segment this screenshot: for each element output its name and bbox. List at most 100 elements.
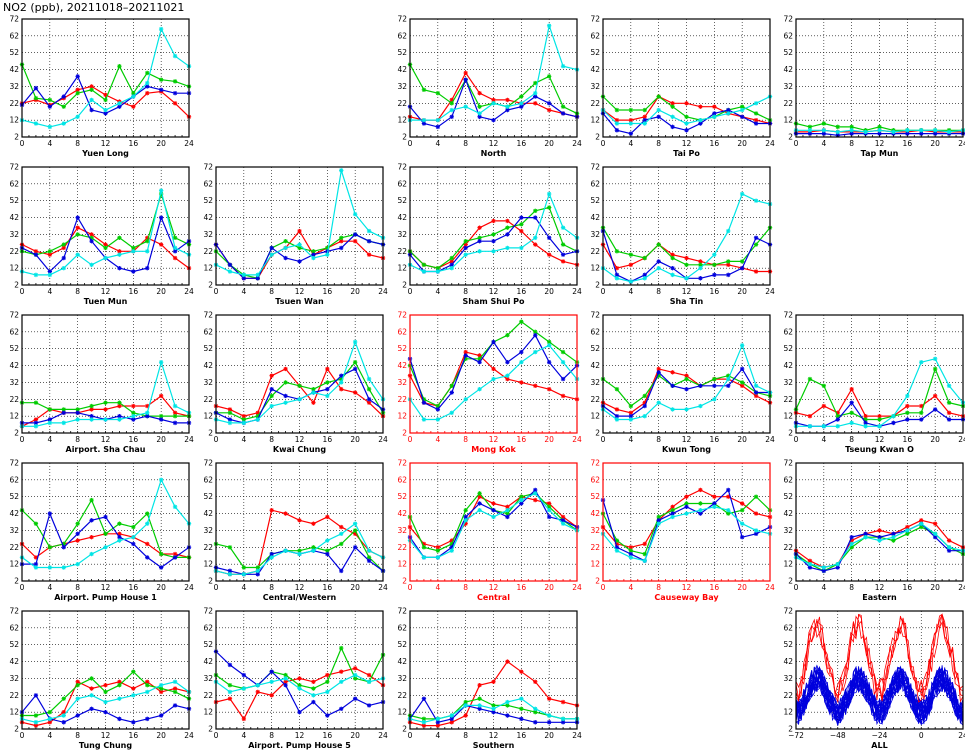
y-tick-label: 62 xyxy=(783,623,793,632)
data-point xyxy=(131,249,136,254)
data-point xyxy=(117,696,122,701)
y-tick-label: 2 xyxy=(14,133,19,142)
x-tick-label: 0 xyxy=(20,435,25,444)
data-point xyxy=(47,511,53,516)
x-tick-label: 20 xyxy=(930,139,940,148)
panel-label: Causeway Bay xyxy=(654,593,719,602)
data-point xyxy=(33,521,39,526)
data-point xyxy=(435,545,441,550)
data-point xyxy=(546,252,552,257)
data-point xyxy=(435,417,441,422)
y-tick-label: 2 xyxy=(788,725,793,734)
panel-frame xyxy=(602,18,771,138)
data-point xyxy=(158,191,164,197)
data-point xyxy=(628,545,634,550)
data-point xyxy=(726,511,731,516)
panel-mong-kok: 2 12 22 32 42 52 62 72 0 4 8 12 16 20 24 Mong Kok xyxy=(397,311,582,455)
y-tick-label: 12 xyxy=(397,560,407,569)
data-point xyxy=(449,259,454,264)
data-point xyxy=(158,77,164,82)
y-tick-label: 52 xyxy=(9,640,19,649)
data-point xyxy=(283,366,288,372)
data-point xyxy=(297,548,302,553)
panel-label: Sha Tin xyxy=(670,297,704,306)
y-tick-label: 22 xyxy=(590,99,600,108)
data-point xyxy=(821,128,827,133)
data-point xyxy=(352,545,358,550)
x-tick-label: 16 xyxy=(903,583,913,592)
data-point xyxy=(560,393,566,399)
panel-frame xyxy=(602,462,771,582)
y-tick-label: 42 xyxy=(783,361,793,370)
data-point xyxy=(103,407,108,412)
data-point xyxy=(684,114,689,119)
data-point xyxy=(656,94,661,99)
data-point xyxy=(283,245,288,251)
panel-label: Airport. Sha Chau xyxy=(66,445,146,454)
y-tick-label: 22 xyxy=(783,395,793,404)
x-tick-label: 20 xyxy=(156,583,166,592)
data-point xyxy=(352,238,358,244)
y-tick-label: 52 xyxy=(783,48,793,57)
data-point xyxy=(352,212,358,217)
data-point xyxy=(628,262,634,267)
y-tick-label: 2 xyxy=(14,429,19,438)
data-point xyxy=(103,709,108,715)
data-point xyxy=(670,504,675,510)
data-point xyxy=(726,107,731,113)
data-point xyxy=(656,242,661,247)
data-point xyxy=(877,528,882,533)
data-point xyxy=(435,403,441,409)
x-tick-label: 8 xyxy=(75,139,80,148)
x-tick-label: 16 xyxy=(323,731,333,740)
data-point xyxy=(463,353,468,358)
x-tick-label: 24 xyxy=(378,583,388,592)
y-tick-label: 22 xyxy=(397,691,407,700)
data-point xyxy=(117,679,122,684)
data-point xyxy=(269,245,274,251)
overlay-trace xyxy=(795,613,964,703)
data-point xyxy=(255,276,260,281)
y-tick-label: 52 xyxy=(397,196,407,205)
data-point xyxy=(75,682,80,688)
data-point xyxy=(863,420,868,426)
data-point xyxy=(519,319,524,324)
x-tick-label: 12 xyxy=(489,435,499,444)
y-tick-label: 22 xyxy=(397,543,407,552)
data-point xyxy=(533,90,538,96)
x-tick-label: 8 xyxy=(269,731,274,740)
y-tick-label: 42 xyxy=(397,657,407,666)
data-point xyxy=(684,376,689,382)
data-point xyxy=(546,501,552,506)
data-point xyxy=(670,383,675,388)
y-tick-label: 2 xyxy=(402,133,407,142)
data-point xyxy=(89,235,94,240)
data-point xyxy=(449,716,454,722)
x-tick-label: 24 xyxy=(958,731,965,740)
x-tick-label: 20 xyxy=(930,435,940,444)
y-tick-label: 42 xyxy=(397,213,407,222)
data-point xyxy=(505,514,510,520)
data-point xyxy=(560,716,566,722)
data-point xyxy=(919,128,924,133)
x-tick-label: 4 xyxy=(628,139,633,148)
data-point xyxy=(435,269,441,274)
data-point xyxy=(546,343,552,348)
data-point xyxy=(117,413,122,419)
data-point xyxy=(297,242,302,247)
x-tick-label: 24 xyxy=(958,139,965,148)
x-tick-label: 20 xyxy=(350,731,360,740)
y-tick-label: 62 xyxy=(783,327,793,336)
data-point xyxy=(297,709,302,715)
data-point xyxy=(339,238,344,244)
data-point xyxy=(807,124,813,130)
data-point xyxy=(863,534,868,540)
data-point xyxy=(33,723,39,728)
y-tick-label: 62 xyxy=(397,31,407,40)
panel-central: 2 12 22 32 42 52 62 72 0 4 8 12 16 20 24 Central xyxy=(397,459,582,603)
y-tick-label: 72 xyxy=(9,311,19,320)
x-tick-label: 24 xyxy=(572,287,582,296)
data-point xyxy=(670,104,675,109)
data-point xyxy=(172,679,178,684)
data-point xyxy=(753,242,759,247)
